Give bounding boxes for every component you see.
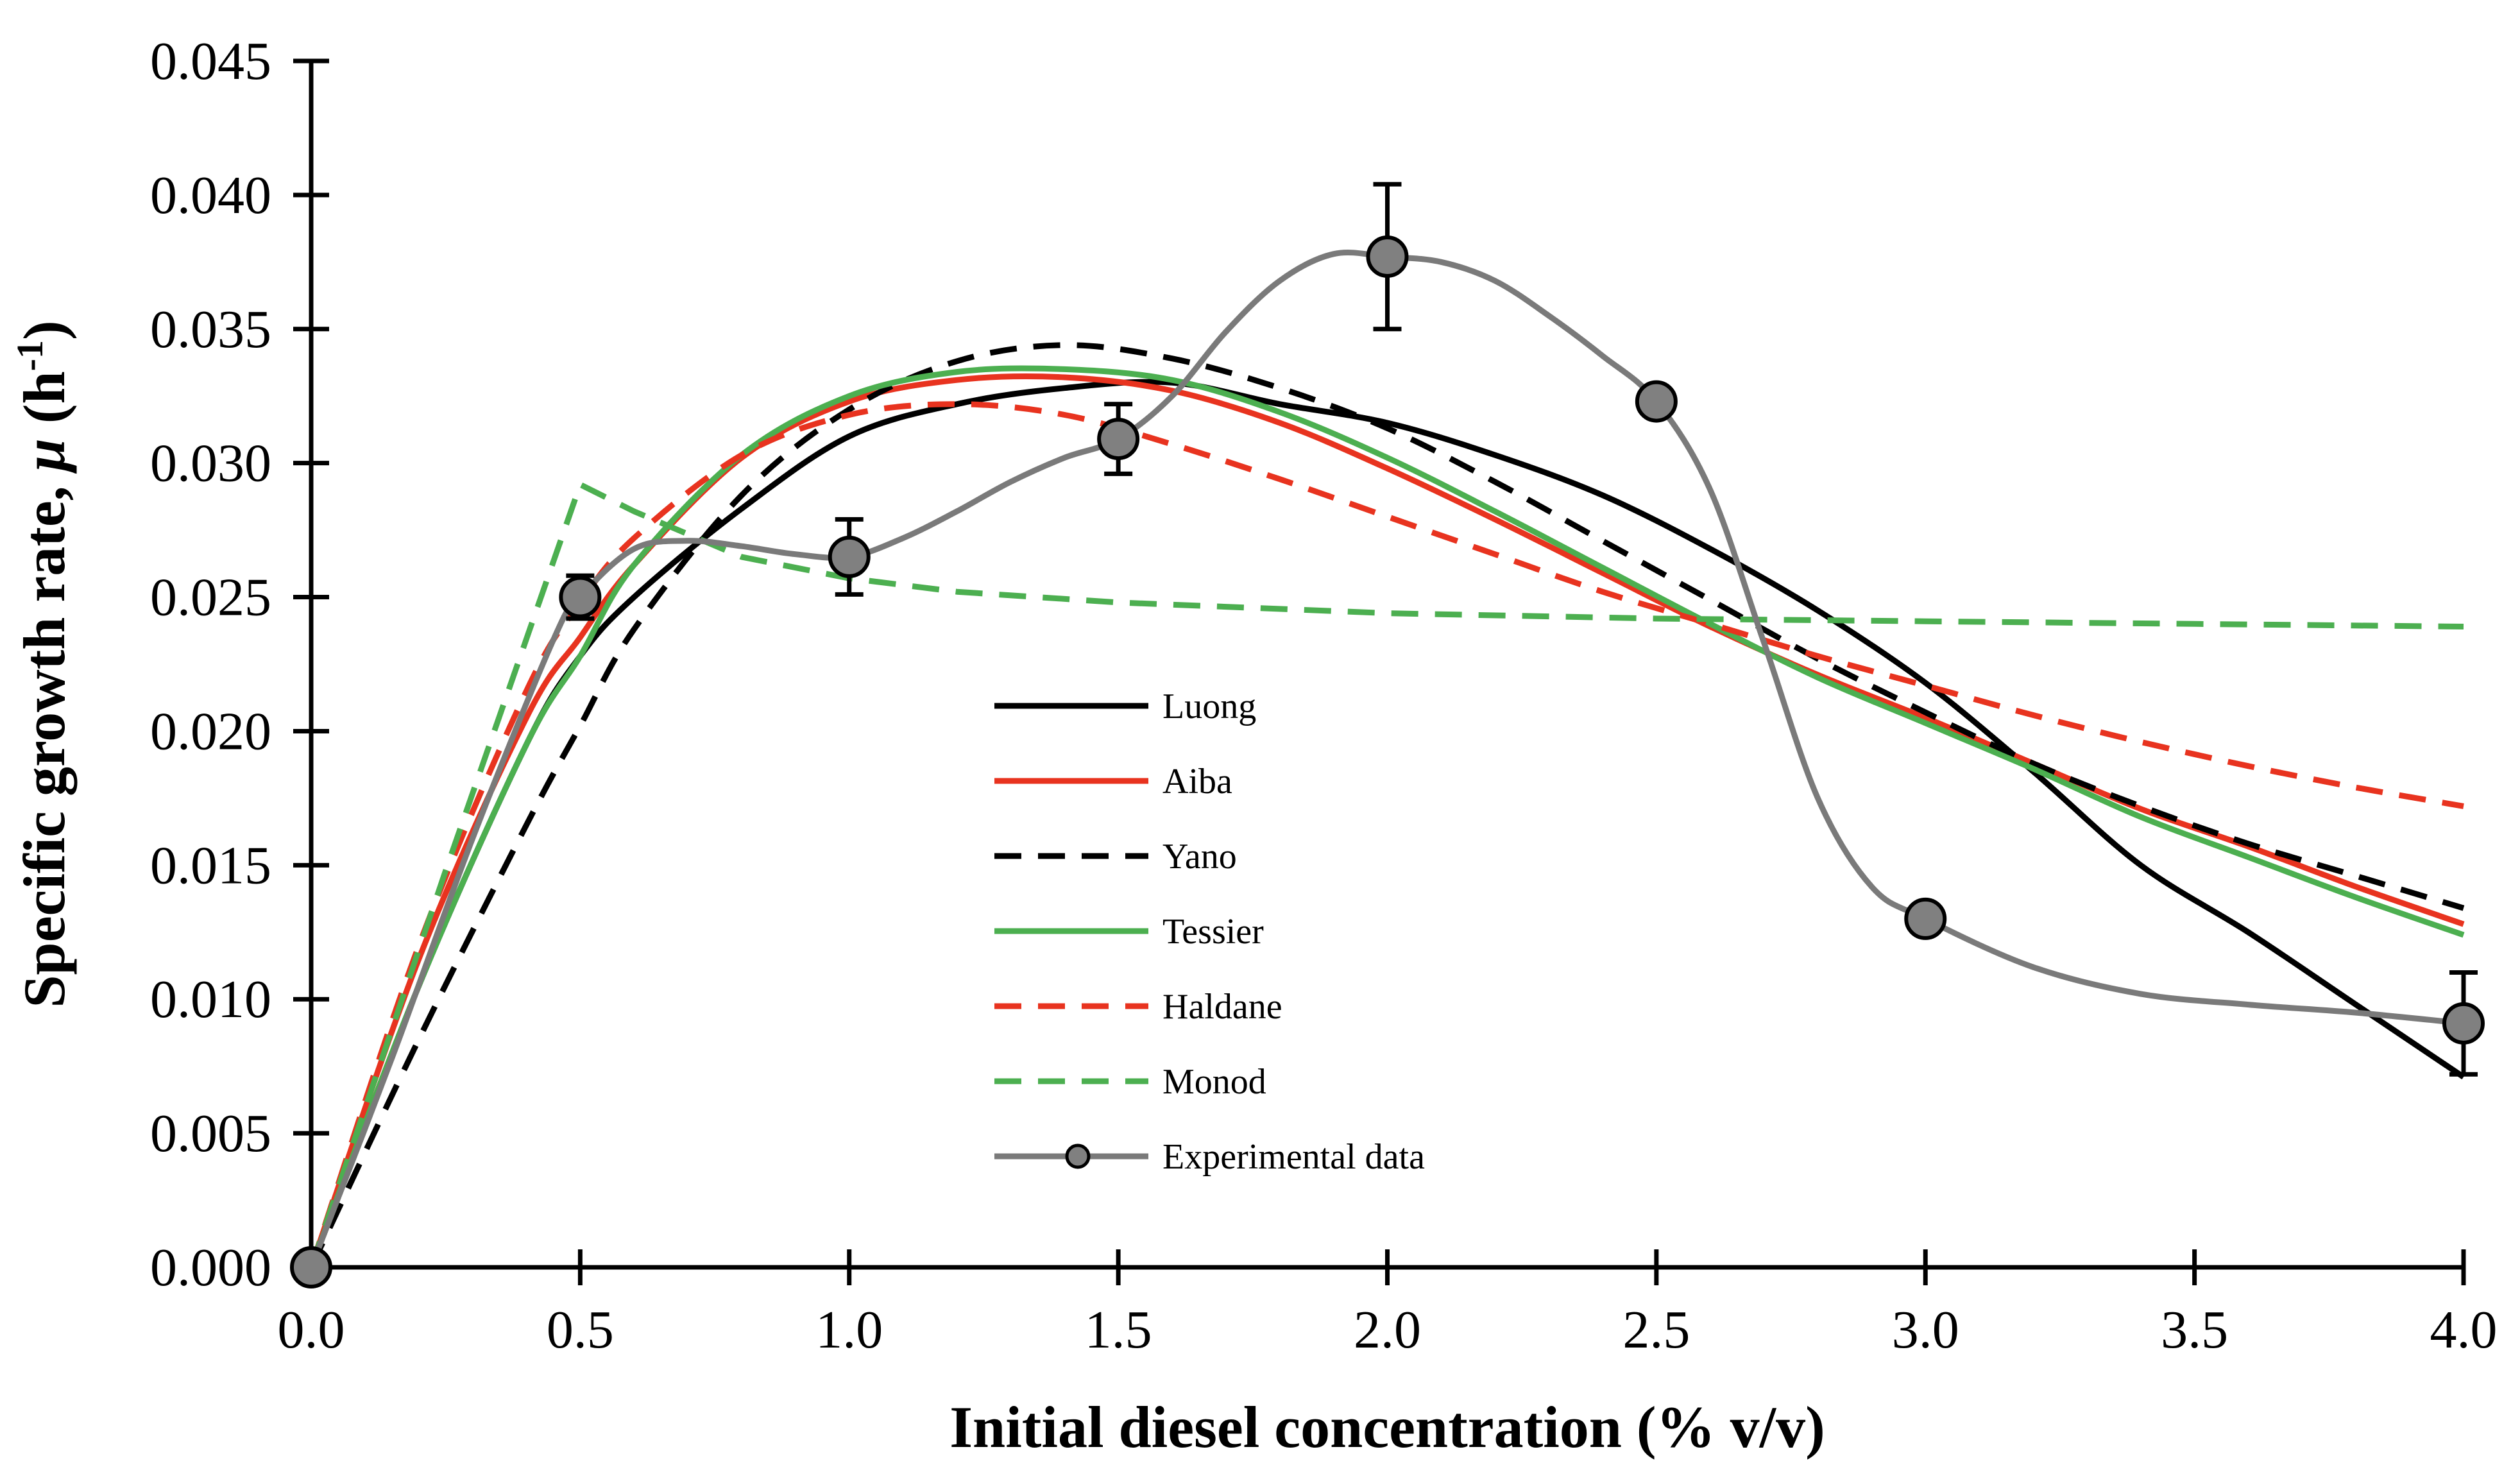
series-line-haldane	[308, 401, 2464, 1269]
y-tick-label: 0.045	[150, 31, 271, 91]
y-tick-label: 0.005	[150, 1104, 271, 1163]
legend-label-tessier: Tessier	[1162, 912, 1264, 952]
y-tick-label: 0.020	[150, 701, 271, 761]
x-tick-label: 4.0	[2430, 1300, 2498, 1360]
y-tick-label: 0.025	[150, 568, 271, 628]
x-tick-label: 1.5	[1085, 1300, 1152, 1360]
plot-area	[290, 182, 2485, 1288]
series-line-experimental-data	[308, 250, 2464, 1269]
data-point	[290, 1246, 332, 1288]
y-tick-label: 0.040	[150, 166, 271, 225]
data-point	[1097, 418, 1140, 461]
data-point	[1366, 235, 1409, 278]
series-line-tessier	[308, 365, 2465, 1269]
data-point	[559, 576, 602, 619]
series-line-luong	[308, 379, 2465, 1269]
y-tick-label: 0.000	[150, 1238, 271, 1297]
legend-label-yano: Yano	[1162, 837, 1237, 877]
x-tick-label: 1.0	[815, 1300, 883, 1360]
legend-label-monod: Monod	[1162, 1062, 1266, 1102]
y-tick-label: 0.030	[150, 434, 271, 493]
data-point	[1904, 897, 1947, 940]
y-tick-label: 0.010	[150, 970, 271, 1029]
legend-label-luong: Luong	[1162, 687, 1256, 726]
x-tick-label: 0.5	[547, 1300, 614, 1360]
legend-label-experimental-data: Experimental data	[1162, 1137, 1425, 1177]
data-point	[828, 535, 871, 578]
y-tick-label: 0.015	[150, 835, 271, 895]
data-point	[1635, 380, 1678, 423]
y-axis-title: Specific growth rate, μ (h-1)	[9, 320, 77, 1007]
x-tick-label: 2.0	[1354, 1300, 1421, 1360]
x-tick-label: 3.0	[1892, 1300, 1959, 1360]
x-axis-title: Initial diesel concentration (% v/v)	[949, 1394, 1825, 1460]
x-tick-label: 3.5	[2161, 1300, 2228, 1360]
legend: Luong Aiba Yano Tessier Haldane Monod Experime…	[994, 687, 1425, 1177]
x-tick-label: 0.0	[278, 1300, 345, 1360]
x-tick-label: 2.5	[1622, 1300, 1690, 1360]
legend-label-haldane: Haldane	[1162, 987, 1282, 1027]
axes: 0.000 0.005 0.010 0.015 0.020 0.025 0.030 0.035…	[150, 31, 2498, 1360]
y-tick-label: 0.035	[150, 300, 271, 359]
series-line-monod	[308, 481, 2464, 1269]
series-line-aiba	[308, 373, 2465, 1269]
legend-marker	[1065, 1143, 1091, 1169]
data-point	[2442, 1002, 2485, 1045]
legend-label-aiba: Aiba	[1162, 762, 1232, 801]
